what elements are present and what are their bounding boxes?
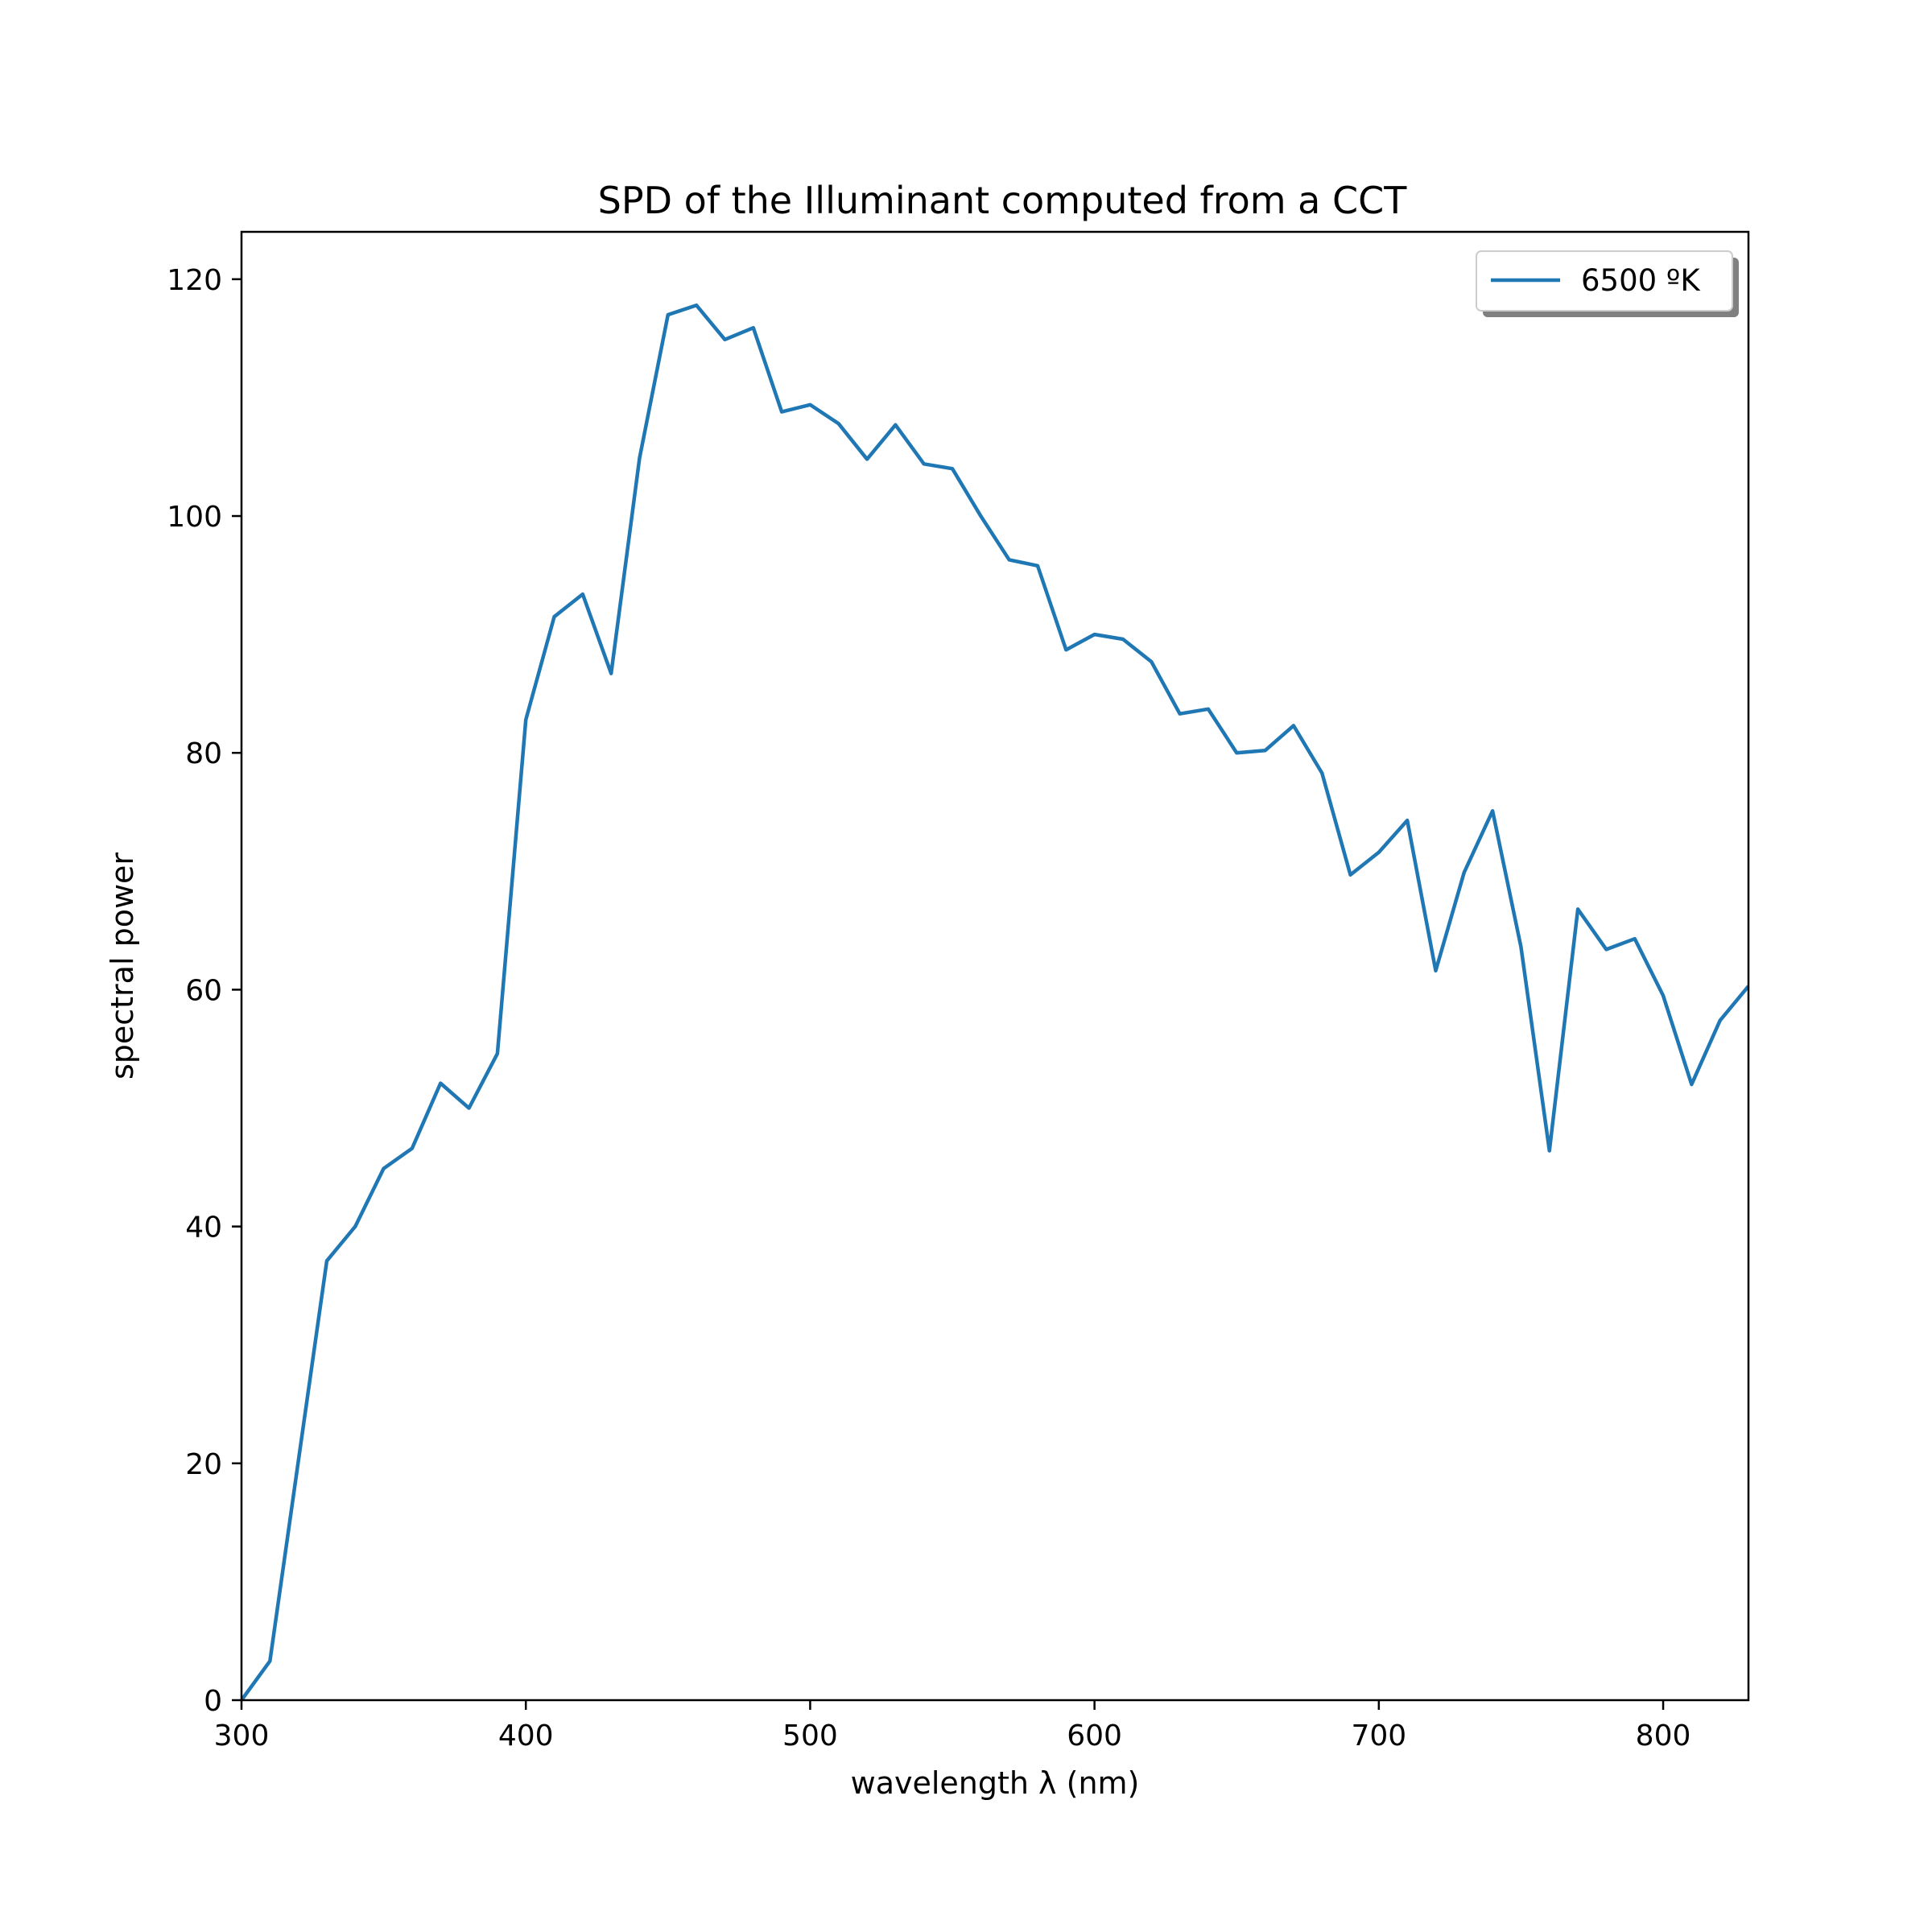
x-tick-label: 600 — [1067, 1719, 1122, 1752]
legend-entry-label: 6500 ºK — [1581, 263, 1701, 298]
y-tick-label: 0 — [204, 1685, 222, 1718]
y-tick-label: 120 — [167, 264, 222, 297]
x-tick-label: 300 — [214, 1719, 270, 1752]
plot-frame — [240, 230, 1750, 1702]
x-tick-label: 700 — [1351, 1719, 1406, 1752]
x-tick-label: 800 — [1636, 1719, 1691, 1752]
series-line — [242, 303, 1748, 1700]
chart-title: SPD of the Illuminant computed from a CC… — [598, 179, 1408, 222]
legend: 6500 ºK — [1476, 250, 1739, 317]
x-tick-label: 400 — [498, 1719, 554, 1752]
x-tick-label: 500 — [782, 1719, 838, 1752]
plot-area — [240, 230, 1750, 1702]
y-tick-label: 80 — [185, 737, 222, 770]
y-tick-label: 100 — [167, 501, 222, 534]
legend-box — [1476, 250, 1733, 312]
x-axis-label: wavelength λ (nm) — [851, 1765, 1140, 1801]
y-axis-ticks: 0 20 40 60 80 100 120 — [167, 264, 242, 1718]
y-tick-label: 20 — [185, 1448, 222, 1481]
y-tick-label: 40 — [185, 1212, 222, 1245]
series-layer — [242, 303, 1748, 1700]
y-tick-label: 60 — [185, 974, 222, 1007]
x-axis-ticks: 300 400 500 600 700 800 — [214, 1700, 1691, 1752]
y-axis-label: spectral power — [105, 852, 140, 1080]
